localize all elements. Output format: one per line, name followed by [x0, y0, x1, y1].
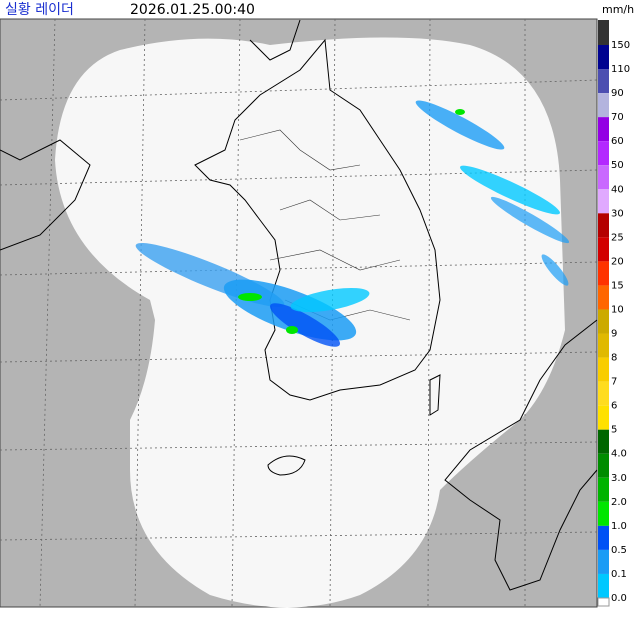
legend-label: 6 [611, 401, 617, 412]
legend-swatch [598, 549, 609, 574]
legend-label: 20 [611, 256, 624, 267]
legend-swatch [598, 525, 609, 550]
legend-swatch [598, 141, 609, 166]
legend-swatch [598, 45, 609, 70]
legend-label: 60 [611, 136, 624, 147]
legend-swatch [598, 189, 609, 214]
legend-label: 25 [611, 232, 624, 243]
legend-label: 110 [611, 64, 630, 75]
legend-swatch [598, 501, 609, 526]
legend-label: 15 [611, 280, 624, 291]
legend-label: 0.1 [611, 569, 627, 580]
legend-swatch [597, 597, 610, 607]
legend-label: 5 [611, 425, 617, 436]
title: 실황 레이더 [5, 2, 74, 18]
legend-label: 2.0 [611, 497, 627, 508]
unit: mm/h [602, 3, 634, 16]
legend-label: 40 [611, 184, 624, 195]
timestamp: 2026.01.25.00:40 [130, 2, 255, 18]
map [0, 18, 598, 608]
coastlines [0, 19, 598, 591]
legend-label: 7 [611, 377, 617, 388]
legend-swatch [598, 381, 609, 406]
legend-swatch [598, 453, 609, 478]
legend-swatch [598, 357, 609, 382]
legend-swatch [598, 117, 609, 142]
legend-swatch [598, 237, 609, 262]
legend-label: 30 [611, 208, 624, 219]
legend-label: 10 [611, 304, 624, 315]
legend-label: 150 [611, 40, 630, 51]
legend: 150 110 90 70 60 50 40 30 25 20 15 10 9 8 7 6 5 4.0 3.0 2.0… [597, 20, 630, 607]
legend-swatch [598, 309, 609, 334]
legend-swatch [598, 20, 609, 45]
legend-swatch [598, 165, 609, 190]
legend-label: 0.0 [611, 593, 627, 604]
legend-label: 0.5 [611, 545, 627, 556]
legend-label: 3.0 [611, 473, 627, 484]
province-borders [239, 129, 411, 321]
legend-swatch [598, 261, 609, 286]
legend-label: 9 [611, 329, 617, 340]
legend-label: 1.0 [611, 521, 627, 532]
legend-label: 90 [611, 88, 624, 99]
rain-echoes [135, 100, 570, 347]
legend-swatch [598, 429, 609, 454]
legend-swatch [598, 477, 609, 502]
legend-swatch [598, 333, 609, 358]
legend-label: 70 [611, 112, 624, 123]
legend-swatch [598, 405, 609, 430]
legend-label: 50 [611, 160, 624, 171]
legend-swatch [598, 573, 609, 598]
legend-label: 8 [611, 353, 617, 364]
legend-swatch [598, 69, 609, 94]
legend-swatch [598, 285, 609, 310]
legend-swatch [598, 213, 609, 238]
legend-swatch [598, 93, 609, 118]
legend-label: 4.0 [611, 449, 627, 460]
